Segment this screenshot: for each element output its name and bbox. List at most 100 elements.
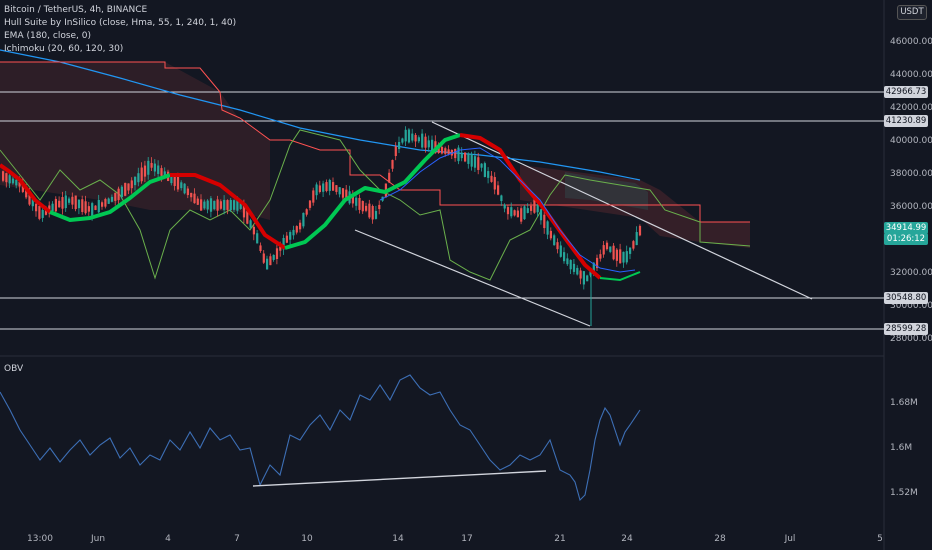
candle-body [341, 188, 345, 198]
ema-line [0, 49, 641, 181]
price-axis-label: 30000.00 [890, 301, 932, 311]
candle-body [38, 206, 41, 219]
price-axis-label: 46000.00 [890, 37, 932, 47]
legend-title[interactable]: Bitcoin / TetherUS, 4h, BINANCE [4, 5, 148, 15]
candle-body [312, 190, 315, 203]
candle-body [427, 140, 430, 148]
candle-body [256, 233, 259, 244]
candle-body [493, 177, 496, 190]
candle-body [11, 178, 15, 184]
candle-body [18, 181, 21, 187]
candle-body [15, 179, 18, 186]
date-axis-label: 4 [165, 534, 171, 544]
candle-body [31, 198, 34, 207]
candle-body [282, 237, 285, 250]
candle-body [526, 208, 529, 213]
candle-body [44, 208, 48, 215]
candle-body [450, 149, 453, 156]
candle-body [566, 258, 569, 265]
candle-body [596, 257, 599, 269]
candle-body [632, 241, 635, 249]
legend-ichimoku[interactable]: Ichimoku (20, 60, 120, 30) [4, 44, 124, 54]
candle-body [318, 185, 321, 192]
candle-body [440, 146, 444, 154]
candle-body [589, 271, 592, 276]
candle-body [480, 163, 483, 168]
candle-body [549, 230, 552, 239]
candle-body [460, 152, 463, 159]
candle-body [332, 182, 335, 191]
candle-body [308, 200, 312, 208]
candle-body [213, 200, 216, 210]
candle-body [520, 208, 523, 222]
channel-lower-line[interactable] [354, 229, 591, 327]
candle-body [236, 199, 239, 211]
candle-body [546, 221, 549, 235]
candle-body [404, 129, 407, 142]
candle-body [229, 199, 232, 211]
candle-body [467, 153, 470, 164]
price-axis-label: 42000.00 [890, 103, 932, 113]
candle-body [190, 192, 193, 198]
candle-body [470, 153, 473, 167]
candle-body [94, 205, 97, 210]
channel-upper-line[interactable] [431, 121, 813, 300]
candle-body [176, 176, 180, 190]
candle-body [378, 204, 381, 210]
candle-body [266, 258, 269, 270]
candle-body [328, 179, 331, 191]
candle-body [401, 138, 404, 143]
ichimoku-cloud-right [520, 165, 750, 248]
candle-body [101, 202, 104, 207]
hull-line-up-2 [284, 133, 461, 250]
hull-line-up-1 [49, 173, 171, 222]
candle-body [259, 245, 262, 251]
currency-selector[interactable]: USDT [897, 5, 927, 20]
legend-ema[interactable]: EMA (180, close, 0) [4, 31, 92, 41]
candle-body [563, 252, 566, 262]
candle-body [5, 173, 8, 183]
candle-body [523, 206, 526, 220]
candle-body [629, 247, 632, 254]
candle-body [506, 207, 510, 215]
obv-support-line[interactable] [252, 470, 547, 487]
price-axis-label: 36000.00 [890, 202, 932, 212]
candle-body [262, 253, 265, 263]
candle-body [500, 195, 503, 202]
candle-body [137, 173, 140, 183]
candle-body [183, 183, 186, 194]
candle-body [147, 160, 150, 175]
candle-body [275, 248, 279, 260]
candle-body [153, 163, 156, 172]
candle-body [572, 263, 576, 272]
obv-pane-label[interactable]: OBV [4, 364, 24, 374]
candle-body [246, 211, 249, 224]
candle-body [305, 209, 308, 215]
candle-body [54, 198, 57, 212]
hull-line-down [0, 163, 52, 214]
candle-body [35, 203, 38, 212]
legend-hull[interactable]: Hull Suite by InSilico (close, Hma, 55, … [4, 18, 237, 28]
candle-body [193, 193, 196, 204]
hull-line-down-3 [459, 133, 602, 280]
price-tag-current: 34914.99 [884, 222, 928, 234]
candle-body [219, 201, 222, 209]
candle-body [322, 183, 325, 192]
price-tag-level3: 30548.80 [884, 292, 928, 304]
candle-body [510, 207, 513, 217]
obv-axis-label: 1.52M [890, 488, 918, 498]
date-axis-label: 10 [301, 534, 313, 544]
candle-body [124, 183, 127, 196]
date-axis-label: Jul [784, 534, 796, 544]
candle-body [77, 199, 81, 209]
candle-body [170, 173, 173, 184]
candle-body [454, 148, 457, 159]
candle-body [315, 184, 318, 196]
candle-body [249, 220, 252, 228]
candle-body [196, 198, 199, 205]
candle-body [394, 146, 397, 157]
candle-body [279, 246, 282, 251]
candle-body [464, 152, 467, 162]
candle-body [619, 249, 622, 264]
